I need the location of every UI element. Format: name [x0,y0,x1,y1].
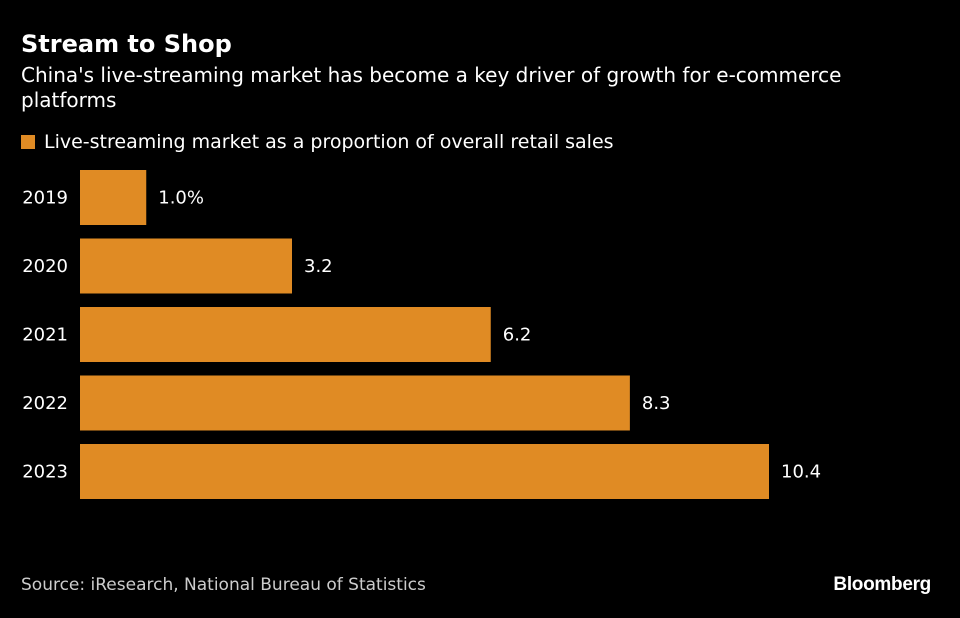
data-label: 10.4 [781,462,821,483]
bar [80,444,769,499]
bar-group-2021: 2021 6.2 [22,307,531,362]
bar [80,375,630,431]
chart-title: Stream to Shop [21,30,232,58]
bar [80,170,147,225]
data-label: 1.0% [158,188,204,209]
bar [80,307,491,362]
bar-group-2019: 2019 1.0% [22,170,204,225]
category-label: 2022 [22,393,68,414]
bar-group-2022: 2022 8.3 [22,375,671,431]
source-note: Source: iResearch, National Bureau of St… [21,575,426,595]
category-label: 2023 [22,462,68,483]
category-label: 2020 [22,256,68,277]
bloomberg-logo: Bloomberg [833,574,931,595]
data-label: 8.3 [642,393,671,414]
legend-label: Live-streaming market as a proportion of… [44,131,614,153]
data-label: 3.2 [304,256,333,277]
chart-subtitle: China's live-streaming market has become… [21,63,842,112]
category-label: 2019 [22,188,68,209]
bar-group-2023: 2023 10.4 [22,444,821,499]
legend-swatch [21,135,35,149]
data-label: 6.2 [503,325,532,346]
bar [80,238,292,294]
legend: Live-streaming market as a proportion of… [21,131,614,153]
category-label: 2021 [22,325,68,346]
bar-group-2020: 2020 3.2 [22,238,333,294]
